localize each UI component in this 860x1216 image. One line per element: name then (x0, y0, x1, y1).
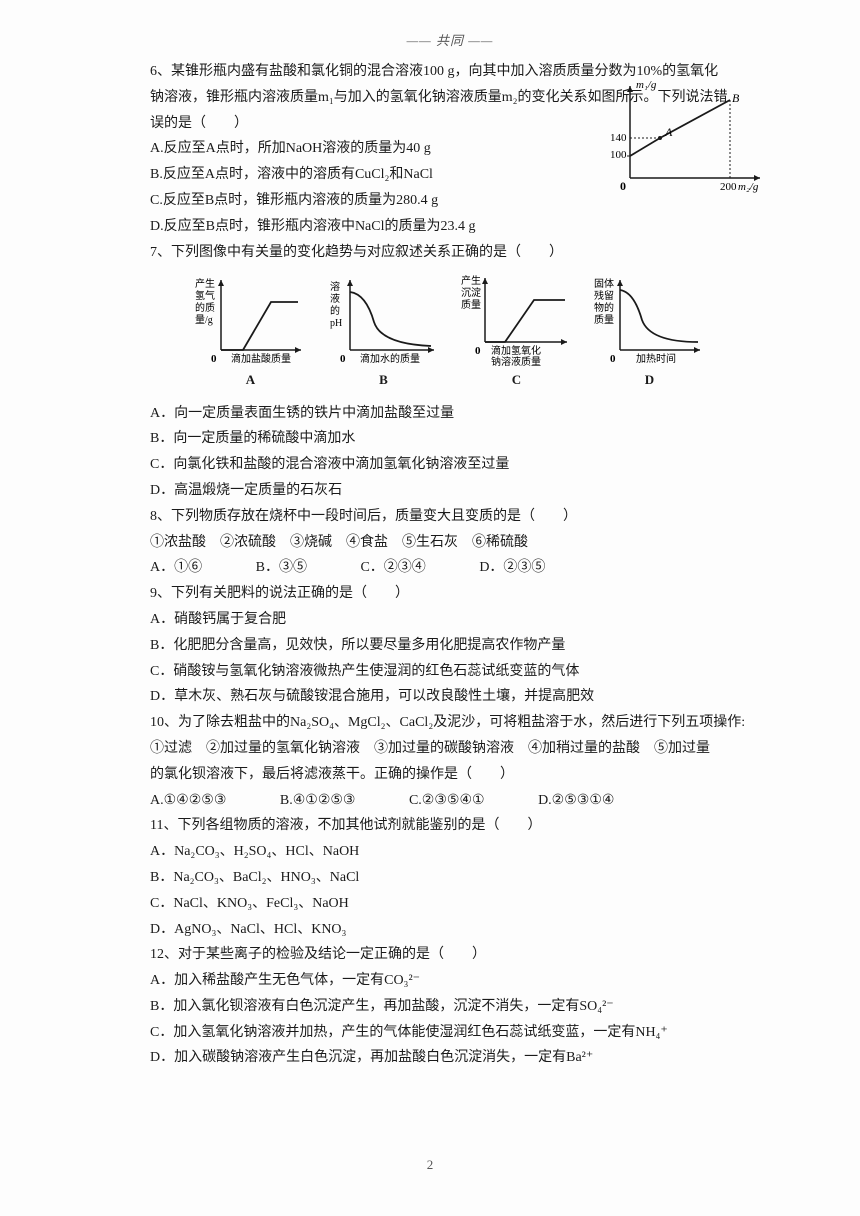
svg-text:的质: 的质 (195, 301, 215, 314)
q10-opt-b: B.④①②⑤③ (280, 789, 356, 813)
svg-text:加热时间: 加热时间 (636, 352, 676, 365)
svg-text:钠溶液质量: 钠溶液质量 (491, 355, 541, 367)
q9-stem: 9、下列有关肥料的说法正确的是（ ） (150, 582, 750, 606)
q8-stem: 8、下列物质存放在烧杯中一段时间后，质量变大且变质的是（ ） (150, 505, 750, 529)
q8-opt-a: A．①⑥ (150, 556, 202, 580)
q6-xtick: 200 (720, 181, 737, 193)
q11-opt-a: A．Na₂CO₃、H₂SO₄、HCl、NaOH (150, 840, 750, 864)
page-number: 2 (0, 1154, 860, 1176)
q8-opt-d: D．②③⑤ (479, 556, 545, 580)
svg-text:残留: 残留 (594, 289, 614, 302)
svg-text:滴加盐酸质量: 滴加盐酸质量 (231, 352, 291, 365)
q9-opt-b: B．化肥肥分含量高，见效快，所以要尽量多用化肥提高农作物产量 (150, 634, 750, 658)
q10-opts: A.①④②⑤③ B.④①②⑤③ C.②③⑤④① D.②⑤③①④ (150, 789, 750, 813)
q10-line3: 的氯化钡溶液下，最后将滤液蒸干。正确的操作是（ ） (150, 763, 750, 787)
q12-opt-b: B．加入氯化钡溶液有白色沉淀产生，再加盐酸，沉淀不消失，一定有SO₄²⁻ (150, 995, 750, 1019)
q7-label-d: D (592, 369, 707, 391)
q9-opt-d: D．草木灰、熟石灰与硫酸铵混合施用，可以改良酸性土壤，并提高肥效 (150, 685, 750, 709)
svg-text:质量: 质量 (594, 314, 614, 326)
svg-text:0: 0 (211, 353, 217, 365)
q8-opts: A．①⑥ B．③⑤ C．②③④ D．②③⑤ (150, 556, 750, 580)
q12-opt-d: D．加入碳酸钠溶液产生白色沉淀，再加盐酸白色沉淀消失，一定有Ba²⁺ (150, 1046, 750, 1070)
q7-opt-b: B．向一定质量的稀硫酸中滴加水 (150, 427, 750, 451)
q7-chart-a: 产生 氢气 的质 量/g 0 滴加盐酸质量 A (193, 272, 308, 391)
q7-chart-c: 产生 沉淀 质量 0 滴加氢氧化 钠溶液质量 C (459, 272, 574, 391)
q6-ytick-140: 140 (610, 132, 627, 144)
q9-opt-c: C．硝酸铵与氢氧化钠溶液微热产生使湿润的红色石蕊试纸变蓝的气体 (150, 660, 750, 684)
q6-opt-d: D.反应至B点时，锥形瓶内溶液中NaCl的质量为23.4 g (150, 215, 750, 239)
q9-opt-a: A．硝酸钙属于复合肥 (150, 608, 750, 632)
q6-xlabel: m₂/g (738, 181, 759, 193)
svg-text:滴加氢氧化: 滴加氢氧化 (491, 344, 541, 357)
q7-opt-a: A．向一定质量表面生锈的铁片中滴加盐酸至过量 (150, 402, 750, 426)
svg-text:固体: 固体 (594, 278, 614, 290)
q12-opt-c: C．加入氢氧化钠溶液并加热，产生的气体能使湿润红色石蕊试纸变蓝，一定有NH₄⁺ (150, 1021, 750, 1045)
q7-chart-d: 固体 残留 物的 质量 0 加热时间 D (592, 272, 707, 391)
question-6: 6、某锥形瓶内盛有盐酸和氯化铜的混合溶液100 g，向其中加入溶质质量分数为10… (150, 60, 750, 239)
q11-opt-b: B．Na₂CO₃、BaCl₂、HNO₃、NaCl (150, 866, 750, 890)
q7-chart-b: 溶 液 的 pH 0 滴加水的质量 B (326, 272, 441, 391)
svg-text:质量: 质量 (461, 299, 481, 311)
svg-text:的: 的 (330, 304, 340, 317)
svg-text:0: 0 (475, 345, 481, 357)
q7-label-b: B (326, 369, 441, 391)
q11-opt-d: D．AgNO₃、NaCl、HCl、KNO₃ (150, 918, 750, 942)
q10-opt-a: A.①④②⑤③ (150, 789, 226, 813)
q10-line2: ①过滤 ②加过量的氢氧化钠溶液 ③加过量的碳酸钠溶液 ④加稍过量的盐酸 ⑤加过量 (150, 737, 750, 761)
q11-stem: 11、下列各组物质的溶液，不加其他试剂就能鉴别的是（ ） (150, 814, 750, 838)
q10-line1: 10、为了除去粗盐中的Na₂SO₄、MgCl₂、CaCl₂及泥沙，可将粗盐溶于水… (150, 711, 750, 735)
svg-text:0: 0 (610, 353, 616, 365)
q12-opt-a: A．加入稀盐酸产生无色气体，一定有CO₃²⁻ (150, 969, 750, 993)
q8-opt-c: C．②③④ (360, 556, 425, 580)
q7-opt-c: C．向氯化铁和盐酸的混合溶液中滴加氢氧化钠溶液至过量 (150, 453, 750, 477)
q6-pt-b: B (732, 91, 740, 105)
q7a-yl1: 产生 (195, 277, 215, 290)
q6-ytick-100: 100 (610, 149, 627, 161)
header-mark: —— 共同 —— (150, 30, 750, 52)
svg-text:0: 0 (340, 353, 346, 365)
q6-origin: 0 (620, 179, 626, 193)
q11-opt-c: C．NaCl、KNO₃、FeCl₃、NaOH (150, 892, 750, 916)
q12-stem: 12、对于某些离子的检验及结论一定正确的是（ ） (150, 943, 750, 967)
q8-opt-b: B．③⑤ (256, 556, 307, 580)
svg-text:液: 液 (330, 292, 340, 305)
q6-ylabel: m₁/g (636, 79, 657, 91)
svg-text:溶: 溶 (330, 280, 340, 293)
svg-text:滴加水的质量: 滴加水的质量 (360, 352, 420, 365)
q7-stem: 7、下列图像中有关量的变化趋势与对应叙述关系正确的是（ ） (150, 241, 750, 265)
q6-pt-a: A (664, 125, 673, 139)
q6-graph: A B 140 100 0 200 m₂/g m₁/g (610, 78, 770, 198)
q7-label-a: A (193, 369, 308, 391)
q10-opt-d: D.②⑤③①④ (538, 789, 614, 813)
svg-text:沉淀: 沉淀 (461, 286, 481, 299)
q7-charts: 产生 氢气 的质 量/g 0 滴加盐酸质量 A 溶 液 的 pH (150, 272, 750, 391)
q7-opt-d: D．高温煅烧一定质量的石灰石 (150, 479, 750, 503)
svg-text:产生: 产生 (461, 274, 481, 287)
svg-text:氢气: 氢气 (195, 289, 215, 302)
q8-items: ①浓盐酸 ②浓硫酸 ③烧碱 ④食盐 ⑤生石灰 ⑥稀硫酸 (150, 531, 750, 555)
svg-text:pH: pH (330, 318, 342, 329)
q10-opt-c: C.②③⑤④① (409, 789, 485, 813)
svg-text:物的: 物的 (594, 301, 614, 314)
svg-text:量/g: 量/g (195, 314, 213, 326)
q7-label-c: C (459, 369, 574, 391)
